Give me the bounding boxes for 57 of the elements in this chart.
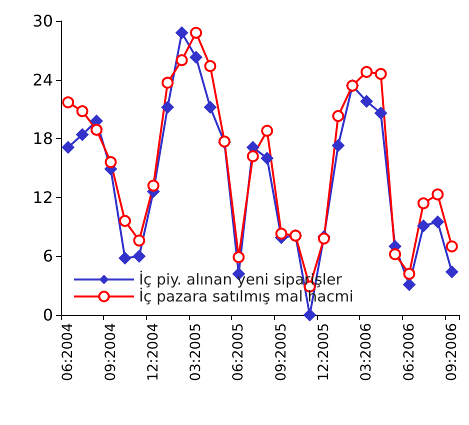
point <box>445 265 458 278</box>
point <box>246 150 259 162</box>
point <box>118 252 132 265</box>
point <box>90 124 103 136</box>
point <box>416 219 430 232</box>
x-tick-label: 06:2006 <box>401 322 418 382</box>
x-tick-label: 09:2006 <box>444 322 460 382</box>
point <box>417 197 430 210</box>
y-tick-label: 0 <box>42 306 53 324</box>
point <box>175 26 188 40</box>
y-tick-label: 30 <box>32 12 53 30</box>
point <box>332 110 344 122</box>
point <box>190 50 203 64</box>
x-tick-label: 06:2004 <box>60 322 76 382</box>
point <box>190 26 202 39</box>
y-tick-label: 6 <box>42 246 53 266</box>
point <box>176 54 188 66</box>
point <box>204 60 216 72</box>
x-tick-label: 09:2005 <box>273 323 290 382</box>
x-tick-label: 03:2005 <box>188 323 204 382</box>
point <box>118 214 131 227</box>
point <box>332 138 345 152</box>
x-tick-label: 12:2004 <box>145 322 162 382</box>
y-tick-label: 12 <box>32 188 53 207</box>
point <box>76 105 88 118</box>
point <box>389 248 402 260</box>
point <box>374 68 387 80</box>
x-tick-label: 06:2005 <box>230 323 247 382</box>
point <box>446 240 458 252</box>
x-tick-label: 09:2004 <box>102 322 119 382</box>
point <box>162 76 174 89</box>
point <box>360 66 373 78</box>
point <box>62 96 74 108</box>
point <box>232 251 245 264</box>
point <box>374 106 388 120</box>
point <box>432 188 444 200</box>
point <box>260 152 274 165</box>
point <box>431 215 444 228</box>
point <box>104 156 117 168</box>
point <box>133 234 146 247</box>
point <box>303 308 316 322</box>
point <box>76 128 89 142</box>
y-tick-label: 18 <box>32 129 53 148</box>
y-tick-label: 24 <box>32 70 53 90</box>
point <box>402 278 416 292</box>
point <box>62 140 75 154</box>
point <box>204 100 217 114</box>
point <box>360 94 374 108</box>
point <box>318 232 330 245</box>
point <box>261 124 274 137</box>
x-tick-label: 12:2005 <box>316 323 332 382</box>
point <box>147 180 160 192</box>
point <box>132 250 146 263</box>
point <box>403 268 416 280</box>
x-tick-label: 03:2006 <box>358 322 375 382</box>
point <box>161 100 174 114</box>
point <box>275 228 288 240</box>
